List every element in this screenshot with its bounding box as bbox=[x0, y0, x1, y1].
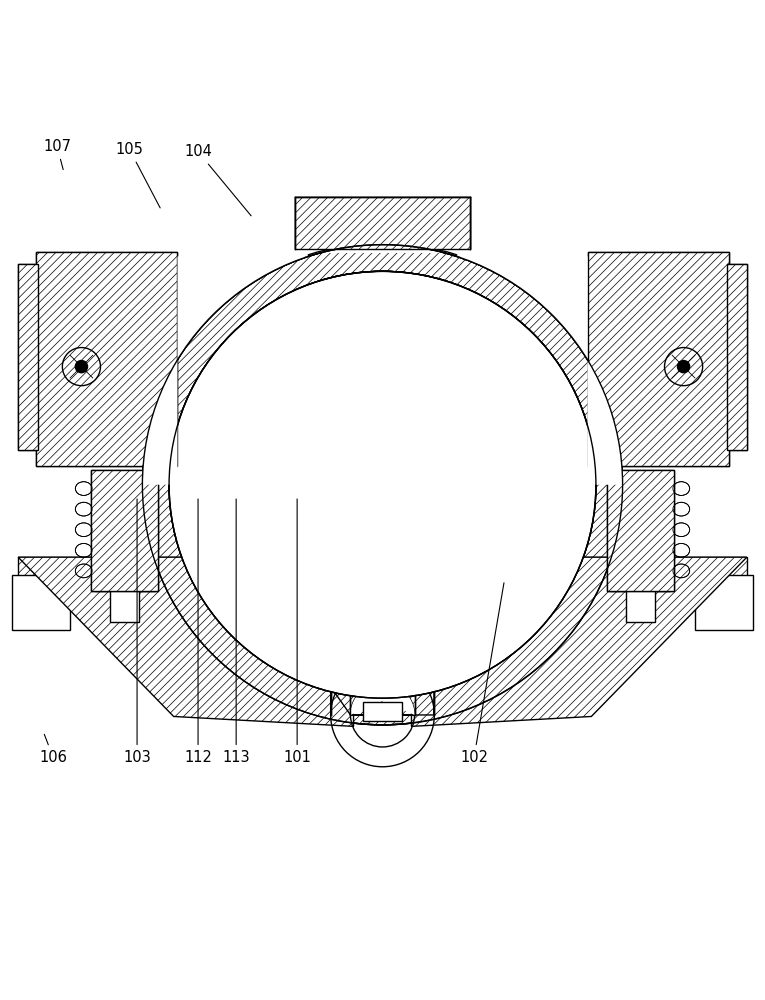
Bar bbox=[18, 264, 38, 450]
Polygon shape bbox=[330, 663, 435, 715]
Bar bbox=[727, 264, 747, 450]
Bar bbox=[91, 470, 158, 591]
Bar bbox=[701, 578, 747, 622]
Wedge shape bbox=[142, 245, 623, 725]
Bar bbox=[18, 264, 38, 450]
Bar bbox=[18, 557, 747, 580]
Bar bbox=[295, 197, 470, 249]
Text: 104: 104 bbox=[184, 144, 251, 216]
Polygon shape bbox=[350, 683, 415, 715]
Bar bbox=[607, 470, 674, 591]
Circle shape bbox=[678, 361, 690, 373]
Text: 101: 101 bbox=[283, 499, 311, 765]
Text: 102: 102 bbox=[460, 583, 504, 765]
Polygon shape bbox=[142, 256, 308, 485]
Text: 106: 106 bbox=[39, 734, 67, 765]
Circle shape bbox=[75, 361, 87, 373]
Polygon shape bbox=[457, 256, 623, 485]
Bar bbox=[110, 590, 139, 622]
Bar bbox=[295, 197, 470, 249]
Circle shape bbox=[678, 361, 690, 373]
Bar bbox=[363, 641, 402, 687]
Circle shape bbox=[170, 272, 595, 697]
Circle shape bbox=[171, 273, 594, 697]
Bar bbox=[95, 557, 155, 591]
Bar bbox=[626, 590, 655, 622]
Bar bbox=[353, 580, 412, 641]
Bar bbox=[363, 702, 402, 721]
Bar bbox=[353, 554, 412, 581]
Bar bbox=[588, 252, 728, 466]
Bar bbox=[91, 470, 158, 591]
Bar bbox=[727, 264, 747, 450]
Bar bbox=[588, 252, 728, 466]
Circle shape bbox=[75, 361, 87, 373]
Bar bbox=[295, 245, 470, 253]
Bar bbox=[37, 252, 177, 466]
Circle shape bbox=[171, 273, 594, 697]
Bar bbox=[12, 575, 70, 630]
Polygon shape bbox=[18, 557, 353, 726]
Text: 107: 107 bbox=[43, 139, 71, 170]
Text: 112: 112 bbox=[184, 499, 212, 765]
Polygon shape bbox=[412, 557, 747, 726]
Text: 103: 103 bbox=[123, 499, 151, 765]
Bar bbox=[695, 575, 753, 630]
Bar bbox=[18, 578, 64, 622]
Text: 105: 105 bbox=[116, 142, 160, 208]
Text: 113: 113 bbox=[223, 499, 250, 765]
Bar bbox=[607, 470, 674, 591]
Bar bbox=[610, 557, 670, 591]
Bar bbox=[37, 252, 177, 466]
